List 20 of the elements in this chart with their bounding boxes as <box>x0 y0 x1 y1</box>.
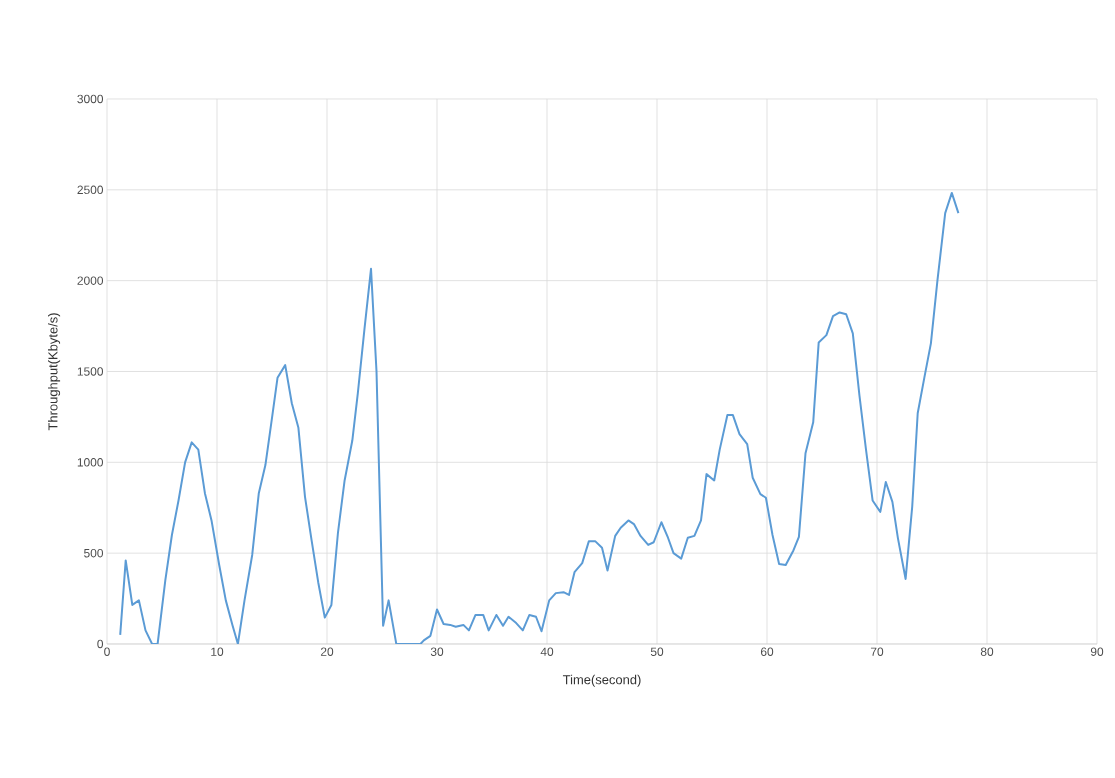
y-tick-label: 2500 <box>77 185 104 195</box>
x-tick-label: 90 <box>1090 647 1104 656</box>
x-axis-title: Time(second) <box>562 674 641 687</box>
x-tick-label: 30 <box>430 647 444 656</box>
x-tick-label: 80 <box>980 647 994 656</box>
y-tick-label: 0 <box>97 639 104 649</box>
y-tick-label: 3000 <box>77 94 104 104</box>
x-tick-label: 40 <box>540 647 554 656</box>
y-tick-label: 500 <box>84 548 104 558</box>
x-tick-label: 20 <box>320 647 334 656</box>
line-series <box>119 191 960 644</box>
x-tick-label: 10 <box>211 647 224 656</box>
y-tick-label: 1000 <box>77 458 104 467</box>
y-tick-label: 1500 <box>77 367 104 376</box>
x-tick-label: 0 <box>104 647 110 656</box>
x-tick-label: 60 <box>760 647 774 656</box>
x-tick-label: 70 <box>870 647 884 656</box>
y-tick-label: 2000 <box>77 276 104 285</box>
x-tick-label: 50 <box>650 647 664 656</box>
y-axis-title: Throughput(Kbyte/s) <box>48 313 61 431</box>
